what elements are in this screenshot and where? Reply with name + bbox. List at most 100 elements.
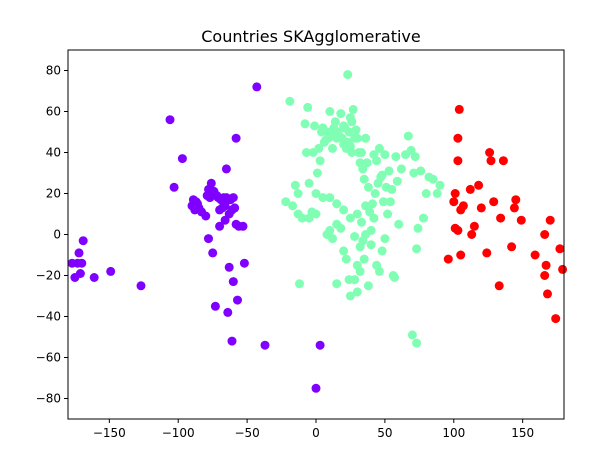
data-point-red xyxy=(543,289,552,299)
data-point-purple xyxy=(311,383,321,393)
data-point-green xyxy=(343,70,353,80)
data-point-green xyxy=(409,168,419,178)
data-point-green xyxy=(328,234,337,244)
data-point-green xyxy=(384,166,394,176)
data-point-green xyxy=(351,125,361,135)
data-point-green xyxy=(377,170,387,180)
data-point-green xyxy=(432,189,442,198)
y-tick-label: 0 xyxy=(53,228,61,242)
data-point-red xyxy=(540,230,550,239)
data-point-green xyxy=(336,109,346,119)
data-point-green xyxy=(385,197,395,207)
data-point-green xyxy=(315,156,325,166)
data-point-green xyxy=(325,107,335,116)
data-point-green xyxy=(318,193,328,203)
data-point-green xyxy=(394,219,404,229)
data-point-red xyxy=(541,260,551,270)
y-tick-label: 20 xyxy=(46,187,61,201)
data-point-purple xyxy=(136,281,146,291)
x-tick-label: −150 xyxy=(93,426,126,440)
data-point-purple xyxy=(230,203,240,213)
data-point-purple xyxy=(204,234,213,244)
y-tick-label: −80 xyxy=(36,392,61,406)
data-point-purple xyxy=(260,340,270,350)
data-point-green xyxy=(391,152,401,162)
data-point-green xyxy=(387,184,397,194)
plot-area-frame xyxy=(67,49,565,420)
data-point-red xyxy=(467,230,477,239)
data-point-purple xyxy=(74,248,84,258)
data-point-green xyxy=(347,117,357,127)
x-tick-label: −50 xyxy=(234,426,259,440)
data-point-green xyxy=(339,205,349,215)
data-point-green xyxy=(380,234,390,244)
data-point-green xyxy=(352,209,362,219)
data-point-green xyxy=(332,199,342,209)
data-point-purple xyxy=(223,307,233,317)
data-point-green xyxy=(352,287,362,297)
data-point-purple xyxy=(208,248,218,258)
data-point-green xyxy=(372,156,382,166)
x-tick-label: −100 xyxy=(162,426,195,440)
data-point-green xyxy=(341,254,351,264)
data-point-red xyxy=(486,156,496,166)
data-point-red xyxy=(485,148,495,157)
data-point-green xyxy=(339,246,349,256)
data-point-green xyxy=(345,213,355,223)
data-point-green xyxy=(312,168,322,178)
data-point-green xyxy=(419,213,428,223)
data-point-green xyxy=(357,217,366,227)
data-point-green xyxy=(290,180,300,190)
data-point-green xyxy=(392,176,402,186)
data-point-green xyxy=(421,189,431,198)
data-points xyxy=(67,70,568,393)
data-point-red xyxy=(454,104,464,114)
x-axis: −150 −100 −50 0 50 100 150 xyxy=(93,419,534,440)
data-point-purple xyxy=(77,258,87,268)
data-point-green xyxy=(285,96,295,106)
data-point-red xyxy=(494,281,504,291)
y-tick-label: −40 xyxy=(36,310,61,324)
data-point-green xyxy=(370,189,380,198)
data-point-red xyxy=(489,197,499,207)
data-point-red xyxy=(456,250,466,260)
data-point-green xyxy=(413,223,423,233)
data-point-green xyxy=(325,193,335,203)
data-point-red xyxy=(474,180,484,190)
data-point-green xyxy=(359,254,369,264)
data-point-green xyxy=(352,133,362,143)
data-point-green xyxy=(403,131,413,141)
data-point-red xyxy=(516,215,526,225)
data-point-red xyxy=(453,156,463,166)
data-point-red xyxy=(453,225,463,235)
data-point-red xyxy=(482,248,492,258)
x-tick-label: 150 xyxy=(511,426,534,440)
data-point-green xyxy=(301,148,311,157)
data-point-purple xyxy=(201,211,211,221)
data-point-red xyxy=(507,242,517,252)
data-point-purple xyxy=(206,178,216,188)
data-point-red xyxy=(449,197,459,207)
data-point-green xyxy=(300,119,310,129)
data-point-green xyxy=(366,240,376,250)
data-point-green xyxy=(435,180,445,190)
data-point-green xyxy=(380,150,390,160)
data-point-purple xyxy=(75,269,85,278)
data-point-green xyxy=(355,266,365,276)
data-point-green xyxy=(347,148,357,157)
data-point-red xyxy=(551,314,561,324)
data-point-green xyxy=(336,223,346,233)
data-point-red xyxy=(453,133,463,143)
x-tick-label: 50 xyxy=(377,426,392,440)
data-point-purple xyxy=(210,301,220,311)
data-point-green xyxy=(304,178,314,188)
data-point-red xyxy=(555,244,565,254)
data-point-green xyxy=(407,330,417,340)
x-tick-label: 0 xyxy=(312,426,320,440)
data-point-green xyxy=(297,213,307,223)
data-point-green xyxy=(428,174,438,184)
data-point-purple xyxy=(315,340,325,350)
data-point-purple xyxy=(221,164,231,174)
data-point-green xyxy=(412,338,422,348)
